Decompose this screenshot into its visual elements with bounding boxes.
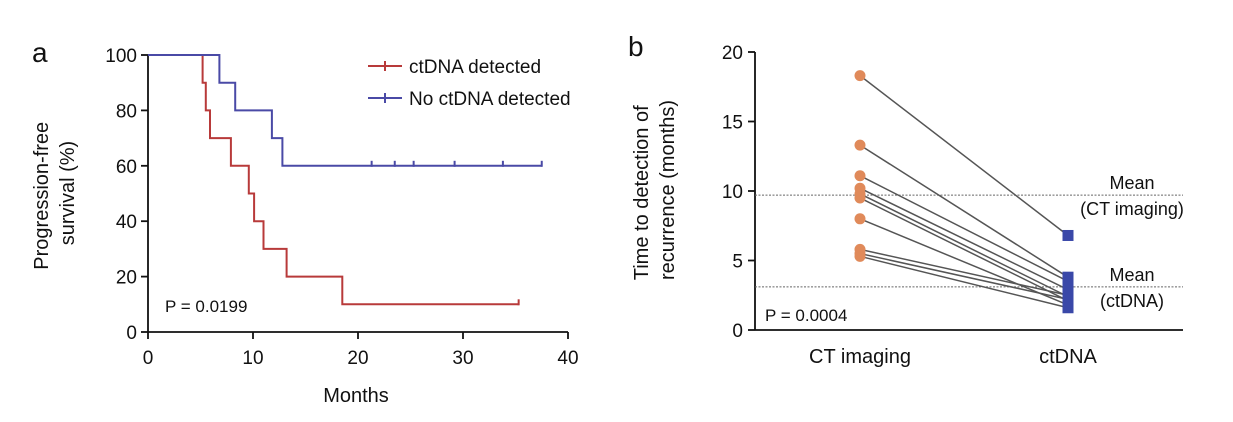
panel-b-mean-lines: Mean (CT imaging) Mean (ctDNA) [755,173,1184,311]
b-y-tick-label: 0 [732,321,743,342]
b-category-label: ctDNA [1039,346,1097,368]
panel-a-x-ticks: 0 10 20 30 40 [143,332,579,369]
b-pair-line [859,193,1069,298]
panel-a-series [148,54,543,306]
panel-a-y-ticks: 0 20 40 60 80 100 [105,46,148,344]
b-pair-line [859,218,1069,306]
panel-a-y-label-line-1: Progression-free [31,122,53,270]
b-ctdna-point [1062,293,1074,305]
b-ct-point [854,250,866,262]
b-ct-point [854,70,866,82]
b-y-tick-label: 10 [722,182,743,203]
panel-b-pairs [854,70,1074,314]
b-pair-line [859,187,1069,291]
panel-b-y-label: Time to detection of recurrence (months) [631,100,679,280]
panel-a-y-label: Progression-free survival (%) [31,116,79,269]
b-y-tick-label: 15 [722,113,743,134]
b-ct-point [854,139,866,151]
b-pair-line [859,255,1069,309]
panel-b-y-ticks: 0 5 10 15 20 [722,43,755,342]
a-x-tick-label: 40 [557,348,578,369]
b-pair-line [859,175,1069,283]
b-y-tick-label: 5 [732,252,743,273]
a-y-tick-label: 80 [116,101,137,122]
b-ct-point [854,192,866,204]
b-pair-line [859,75,1069,237]
panel-b-y-label-line-1: Time to detection of [631,105,653,280]
b-y-tick-label: 20 [722,43,743,64]
panel-a-y-label-line-2: survival (%) [57,141,79,245]
panel-a-km-plot: a 0 20 40 60 80 100 0 10 20 30 40 Progression-fre… [31,37,579,407]
a-y-tick-label: 20 [116,268,137,289]
panel-a-legend: ctDNA detected No ctDNA detected [368,57,571,110]
legend-ctdna-detected-label: ctDNA detected [409,57,541,78]
panel-b-y-label-line-2: recurrence (months) [657,100,679,280]
b-pair-line [859,248,1069,296]
a-x-tick-label: 0 [143,348,154,369]
a-x-tick-label: 10 [242,348,263,369]
panel-b-x-ticks: CT imaging ctDNA [809,346,1097,368]
panel-b-label: b [628,31,644,62]
panel-a-label: a [32,37,48,68]
b-pair-line [859,197,1069,302]
b-ctdna-point [1062,275,1074,287]
a-y-tick-label: 0 [126,323,137,344]
b-mean-label-line-1: Mean [1109,265,1154,285]
panel-b-paired-plot: b 0 5 10 15 20 CT imaging ctDNA Time to detec… [628,31,1184,368]
panel-a-p-value: P = 0.0199 [165,297,247,316]
b-mean-label-line-1: Mean [1109,173,1154,193]
b-mean-label-line-2: (CT imaging) [1080,199,1184,219]
legend-no-ctdna-detected-label: No ctDNA detected [409,89,571,110]
b-ctdna-point [1062,302,1074,314]
b-ctdna-point [1062,284,1074,296]
b-pair-line [859,144,1069,278]
a-x-tick-label: 30 [452,348,473,369]
panel-b-p-value: P = 0.0004 [765,306,847,325]
b-ct-point [854,213,866,225]
b-pair-line [859,252,1069,301]
panel-a-x-label: Months [323,385,389,407]
b-ct-point [854,170,866,182]
a-series-line-1 [148,54,542,167]
b-category-label: CT imaging [809,346,911,368]
a-x-tick-label: 20 [347,348,368,369]
b-mean-label-line-2: (ctDNA) [1100,291,1164,311]
b-ctdna-point [1062,229,1074,241]
a-y-tick-label: 100 [105,46,137,67]
a-y-tick-label: 40 [116,212,137,233]
a-y-tick-label: 60 [116,157,137,178]
a-series-line-0 [148,54,519,306]
